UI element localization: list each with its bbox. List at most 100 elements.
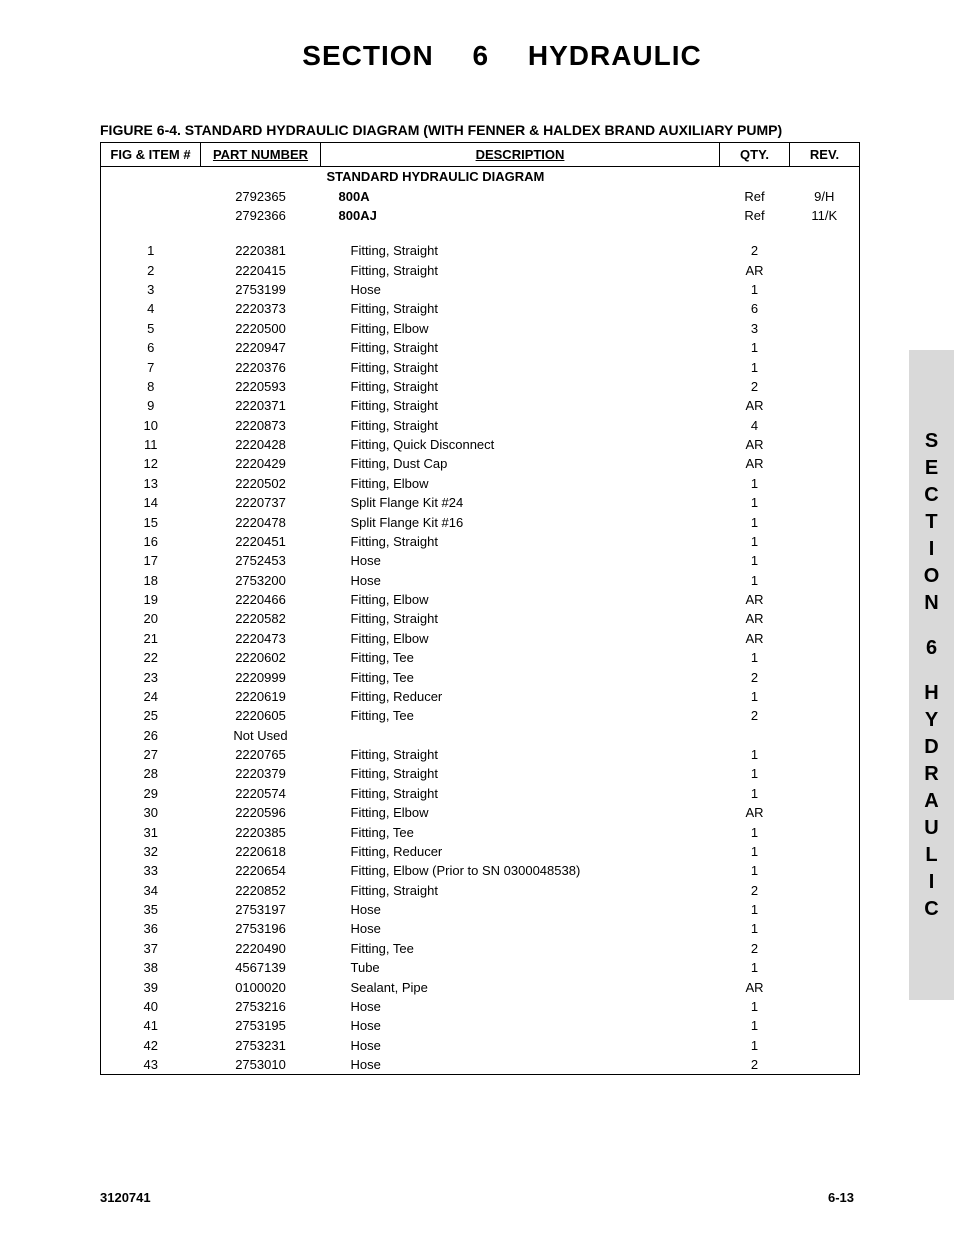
cell-part: 2753196: [201, 919, 321, 938]
table-body: STANDARD HYDRAULIC DIAGRAM2792365800ARef…: [101, 167, 860, 1075]
cell-desc: [321, 726, 720, 745]
cell-fig: 32: [101, 842, 201, 861]
table-row: 12220381Fitting, Straight2: [101, 241, 860, 260]
cell-fig: 16: [101, 532, 201, 551]
table-row: 272220765Fitting, Straight1: [101, 745, 860, 764]
cell-qty: 1: [720, 900, 790, 919]
cell-part: Not Used: [201, 726, 321, 745]
table-row: 152220478Split Flange Kit #161: [101, 512, 860, 531]
cell-rev: [790, 764, 860, 783]
cell-rev: [790, 396, 860, 415]
side-tab: SECTION6HYDRAULIC: [909, 350, 954, 1000]
cell-qty: 2: [720, 1055, 790, 1075]
cell-part: 2220618: [201, 842, 321, 861]
cell-part: 2220466: [201, 590, 321, 609]
cell-desc: Fitting, Straight: [321, 377, 720, 396]
cell-part: 2220381: [201, 241, 321, 260]
cell-qty: 1: [720, 280, 790, 299]
cell-qty: 1: [720, 474, 790, 493]
cell-rev: [790, 261, 860, 280]
table-row: 62220947Fitting, Straight1: [101, 338, 860, 357]
col-rev: REV.: [790, 143, 860, 167]
cell-part: 2220379: [201, 764, 321, 783]
cell-qty: Ref: [720, 206, 790, 225]
cell-part: 2220737: [201, 493, 321, 512]
table-row: 122220429Fitting, Dust CapAR: [101, 454, 860, 473]
cell-fig: 36: [101, 919, 201, 938]
cell-rev: 9/H: [790, 186, 860, 205]
cell-rev: [790, 919, 860, 938]
cell-fig: 8: [101, 377, 201, 396]
cell-desc: Fitting, Straight: [321, 416, 720, 435]
cell-desc: Fitting, Straight: [321, 532, 720, 551]
table-row: 82220593Fitting, Straight2: [101, 377, 860, 396]
cell-desc: STANDARD HYDRAULIC DIAGRAM: [321, 167, 720, 187]
cell-part: 2220765: [201, 745, 321, 764]
cell-fig: 29: [101, 784, 201, 803]
cell-fig: 34: [101, 881, 201, 900]
table-row: 432753010Hose2: [101, 1055, 860, 1075]
table-row: 252220605Fitting, Tee2: [101, 706, 860, 725]
cell-qty: AR: [720, 454, 790, 473]
cell-part: 2220451: [201, 532, 321, 551]
table-row: 212220473Fitting, ElbowAR: [101, 629, 860, 648]
cell-qty: 1: [720, 1016, 790, 1035]
cell-qty: 6: [720, 299, 790, 318]
cell-qty: 1: [720, 997, 790, 1016]
cell-fig: 24: [101, 687, 201, 706]
cell-fig: 40: [101, 997, 201, 1016]
cell-rev: [790, 1016, 860, 1035]
cell-rev: [790, 357, 860, 376]
cell-rev: [790, 454, 860, 473]
cell-fig: 14: [101, 493, 201, 512]
cell-qty: AR: [720, 977, 790, 996]
cell-rev: [790, 299, 860, 318]
cell-desc: Fitting, Elbow: [321, 803, 720, 822]
cell-rev: [790, 997, 860, 1016]
cell-part: 2220371: [201, 396, 321, 415]
cell-part: 2220999: [201, 667, 321, 686]
cell-fig: 10: [101, 416, 201, 435]
cell-fig: [101, 186, 201, 205]
cell-qty: AR: [720, 396, 790, 415]
table-row: 332220654Fitting, Elbow (Prior to SN 030…: [101, 861, 860, 880]
table-row: 182753200Hose1: [101, 571, 860, 590]
table-row: 362753196Hose1: [101, 919, 860, 938]
cell-fig: 39: [101, 977, 201, 996]
cell-desc: Hose: [321, 997, 720, 1016]
cell-fig: 12: [101, 454, 201, 473]
cell-fig: 31: [101, 822, 201, 841]
cell-desc: Fitting, Reducer: [321, 687, 720, 706]
cell-fig: 19: [101, 590, 201, 609]
cell-rev: [790, 241, 860, 260]
cell-fig: 11: [101, 435, 201, 454]
cell-part: 2220428: [201, 435, 321, 454]
cell-qty: 1: [720, 532, 790, 551]
cell-part: 2220593: [201, 377, 321, 396]
cell-rev: [790, 571, 860, 590]
cell-part: 2753231: [201, 1036, 321, 1055]
cell-desc: Fitting, Straight: [321, 261, 720, 280]
cell-qty: 1: [720, 958, 790, 977]
cell-qty: 1: [720, 842, 790, 861]
cell-desc: 800A: [321, 186, 720, 205]
cell-desc: Hose: [321, 919, 720, 938]
col-qty: QTY.: [720, 143, 790, 167]
cell-rev: [790, 939, 860, 958]
cell-fig: 26: [101, 726, 201, 745]
cell-part: 2753200: [201, 571, 321, 590]
cell-fig: 25: [101, 706, 201, 725]
col-fig: FIG & ITEM #: [101, 143, 201, 167]
cell-desc: Split Flange Kit #16: [321, 512, 720, 531]
cell-rev: [790, 861, 860, 880]
cell-desc: Fitting, Tee: [321, 667, 720, 686]
cell-part: 2220415: [201, 261, 321, 280]
cell-desc: Fitting, Tee: [321, 706, 720, 725]
cell-desc: Fitting, Straight: [321, 609, 720, 628]
cell-rev: [790, 280, 860, 299]
table-row: 102220873Fitting, Straight4: [101, 416, 860, 435]
cell-qty: Ref: [720, 186, 790, 205]
cell-desc: Hose: [321, 1016, 720, 1035]
cell-rev: 11/K: [790, 206, 860, 225]
cell-qty: 2: [720, 377, 790, 396]
